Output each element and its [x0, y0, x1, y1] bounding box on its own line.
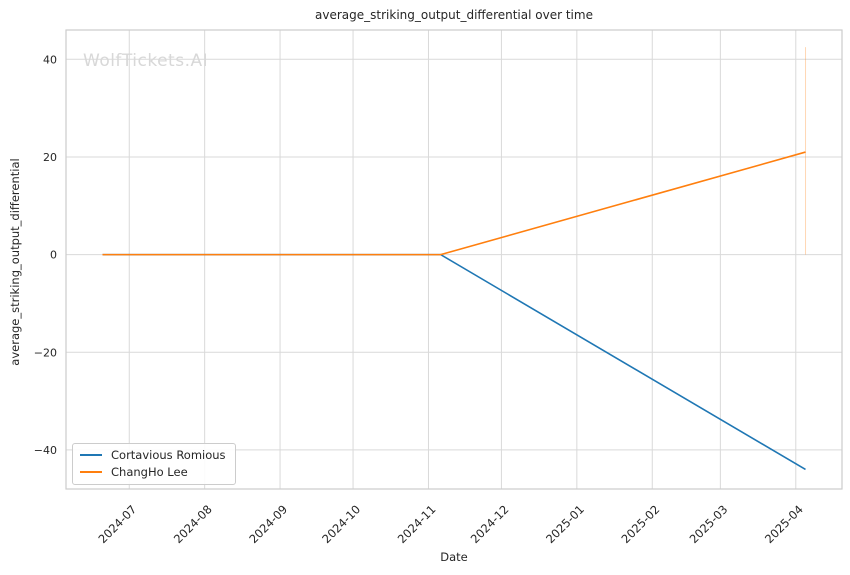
x-tick-label: 2025-03 [687, 502, 731, 546]
y-axis-label: average_striking_output_differential [8, 158, 22, 366]
legend-item: ChangHo Lee [80, 465, 226, 479]
plot-border [65, 29, 843, 490]
watermark: WolfTickets.AI [83, 51, 209, 71]
x-tick-label: 2025-01 [543, 502, 587, 546]
series-line [102, 253, 806, 471]
legend-line-swatch [80, 471, 102, 473]
x-tick-label: 2024-10 [319, 502, 363, 546]
y-tick-label: −20 [34, 346, 57, 359]
chart-title: average_striking_output_differential ove… [315, 8, 593, 22]
legend-label: ChangHo Lee [111, 465, 188, 479]
x-tick-label: 2024-09 [246, 502, 290, 546]
x-tick-label: 2024-08 [171, 502, 215, 546]
y-tick-label: 0 [50, 249, 57, 262]
x-axis-label: Date [440, 550, 468, 564]
legend-item: Cortavious Romious [80, 448, 226, 462]
y-tick-label: 20 [43, 151, 57, 164]
legend-label: Cortavious Romious [111, 448, 226, 462]
legend: Cortavious Romious ChangHo Lee [72, 443, 236, 485]
x-tick-label: 2024-07 [95, 502, 139, 546]
legend-line-swatch [80, 454, 102, 456]
series-line [102, 151, 806, 256]
x-tick-label: 2025-04 [762, 502, 806, 546]
y-tick-label: −40 [34, 444, 57, 457]
y-tick-label: 40 [43, 53, 57, 66]
x-tick-label: 2024-12 [468, 502, 512, 546]
x-tick-label: 2025-02 [618, 502, 662, 546]
x-tick-label: 2024-11 [395, 502, 439, 546]
